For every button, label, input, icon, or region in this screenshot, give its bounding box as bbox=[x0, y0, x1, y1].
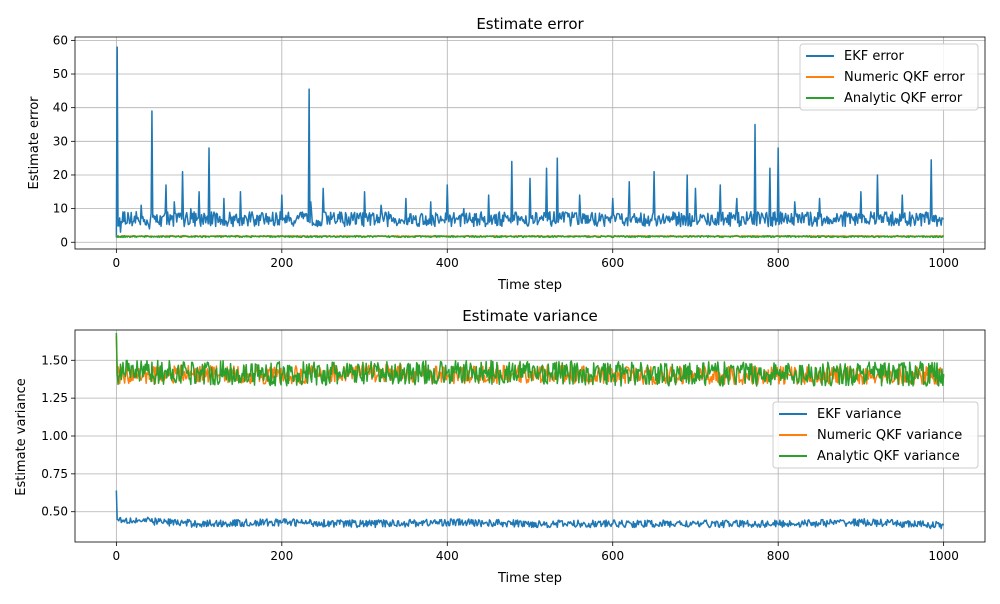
error-plot-title: Estimate error bbox=[476, 15, 584, 33]
y-tick-label: 0.50 bbox=[41, 505, 68, 519]
series-line-analytic-qkf-error bbox=[115, 234, 945, 239]
x-tick-label: 800 bbox=[767, 549, 790, 563]
legend-label-analytic-qkf-variance: Analytic QKF variance bbox=[817, 449, 960, 464]
y-tick-label: 0 bbox=[60, 235, 68, 249]
y-tick-label: 60 bbox=[53, 33, 68, 47]
legend-label-analytic-qkf-error: Analytic QKF error bbox=[844, 91, 963, 106]
series-line-analytic-qkf-variance bbox=[115, 333, 945, 387]
y-tick-label: 50 bbox=[53, 67, 68, 81]
variance-plot-frame bbox=[74, 329, 986, 543]
error-plot-legend: EKF error Numeric QKF error Analytic QKF… bbox=[799, 43, 979, 111]
x-tick-label: 800 bbox=[767, 256, 790, 270]
legend-label-ekf-variance: EKF variance bbox=[817, 407, 901, 422]
legend-label-ekf-error: EKF error bbox=[844, 49, 904, 64]
legend-label-numeric-qkf-variance: Numeric QKF variance bbox=[817, 428, 962, 443]
x-tick-label: 1000 bbox=[928, 549, 959, 563]
y-tick-label: 0.75 bbox=[41, 467, 68, 481]
y-tick-label: 1.25 bbox=[41, 391, 68, 405]
x-tick-label: 200 bbox=[270, 256, 293, 270]
variance-plot-ylabel: Estimate variance bbox=[14, 378, 29, 496]
x-tick-label: 400 bbox=[436, 549, 459, 563]
legend-frame bbox=[772, 401, 979, 469]
error-plot: Estimate error Time step Estimate error … bbox=[27, 15, 986, 293]
x-tick-label: 0 bbox=[113, 549, 121, 563]
y-tick-label: 20 bbox=[53, 168, 68, 182]
y-tick-label: 30 bbox=[53, 134, 68, 148]
x-tick-label: 200 bbox=[270, 549, 293, 563]
y-tick-label: 1.50 bbox=[41, 353, 68, 367]
x-tick-label: 600 bbox=[601, 256, 624, 270]
y-tick-label: 1.00 bbox=[41, 429, 68, 443]
legend-label-numeric-qkf-error: Numeric QKF error bbox=[844, 70, 965, 85]
variance-plot-legend: EKF variance Numeric QKF variance Analyt… bbox=[772, 401, 979, 469]
variance-plot-title: Estimate variance bbox=[462, 307, 598, 325]
x-tick-label: 600 bbox=[601, 549, 624, 563]
y-tick-label: 10 bbox=[53, 202, 68, 216]
y-tick-label: 40 bbox=[53, 101, 68, 115]
x-tick-label: 400 bbox=[436, 256, 459, 270]
x-tick-label: 1000 bbox=[928, 256, 959, 270]
series-line-ekf-error bbox=[115, 46, 944, 238]
error-plot-ylabel: Estimate error bbox=[27, 96, 42, 190]
error-plot-xlabel: Time step bbox=[497, 278, 562, 293]
series-line-ekf-variance bbox=[115, 490, 945, 530]
variance-plot: Estimate variance Time step Estimate var… bbox=[14, 307, 986, 586]
error-plot-frame bbox=[74, 36, 986, 250]
x-tick-label: 0 bbox=[113, 256, 121, 270]
legend-frame bbox=[799, 43, 979, 111]
variance-plot-xlabel: Time step bbox=[497, 571, 562, 586]
